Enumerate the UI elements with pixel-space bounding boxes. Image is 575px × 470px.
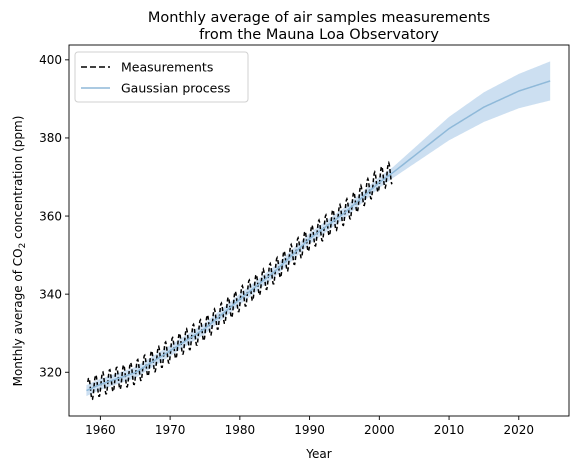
x-tick-label-2010: 2010 (434, 423, 465, 437)
x-tick-label-2020: 2020 (504, 423, 535, 437)
series-gaussian-process-line (86, 80, 551, 392)
y-tick-label-400: 400 (39, 53, 62, 67)
x-tick-label-1970: 1970 (155, 423, 186, 437)
y-axis-label-prefix: Monthly average of CO (11, 248, 25, 386)
x-tick-label-2000: 2000 (364, 423, 395, 437)
y-axis-label: Monthly average of CO2 concentration (pp… (11, 116, 28, 387)
y-tick-label-360: 360 (39, 209, 62, 223)
chart-title-line-1: Monthly average of air samples measureme… (148, 10, 490, 26)
chart-title-line-2: from the Mauna Loa Observatory (199, 27, 439, 43)
y-tick-label-340: 340 (39, 287, 62, 301)
plot-frame (68, 44, 570, 417)
y-axis-label-suffix: concentration (ppm) (11, 116, 25, 243)
x-tick-label-1980: 1980 (225, 423, 256, 437)
gp-confidence-band (86, 61, 551, 397)
legend-label-measurements: Measurements (121, 60, 213, 75)
legend-label-gaussian-process: Gaussian process (121, 81, 230, 96)
x-tick-label-1990: 1990 (294, 423, 325, 437)
legend: Measurements Gaussian process (74, 51, 249, 103)
series-measurements-line (87, 160, 393, 401)
y-tick-label-380: 380 (39, 131, 62, 145)
plot-area: 1960 1970 1980 1990 2000 2010 2020 320 340 360 380… (39, 44, 570, 437)
x-tick-label-1960: 1960 (85, 423, 116, 437)
x-axis-label: Year (305, 447, 331, 461)
y-tick-label-320: 320 (39, 366, 62, 380)
legend-box (74, 51, 249, 103)
y-axis-label-subscript: 2 (18, 243, 28, 249)
